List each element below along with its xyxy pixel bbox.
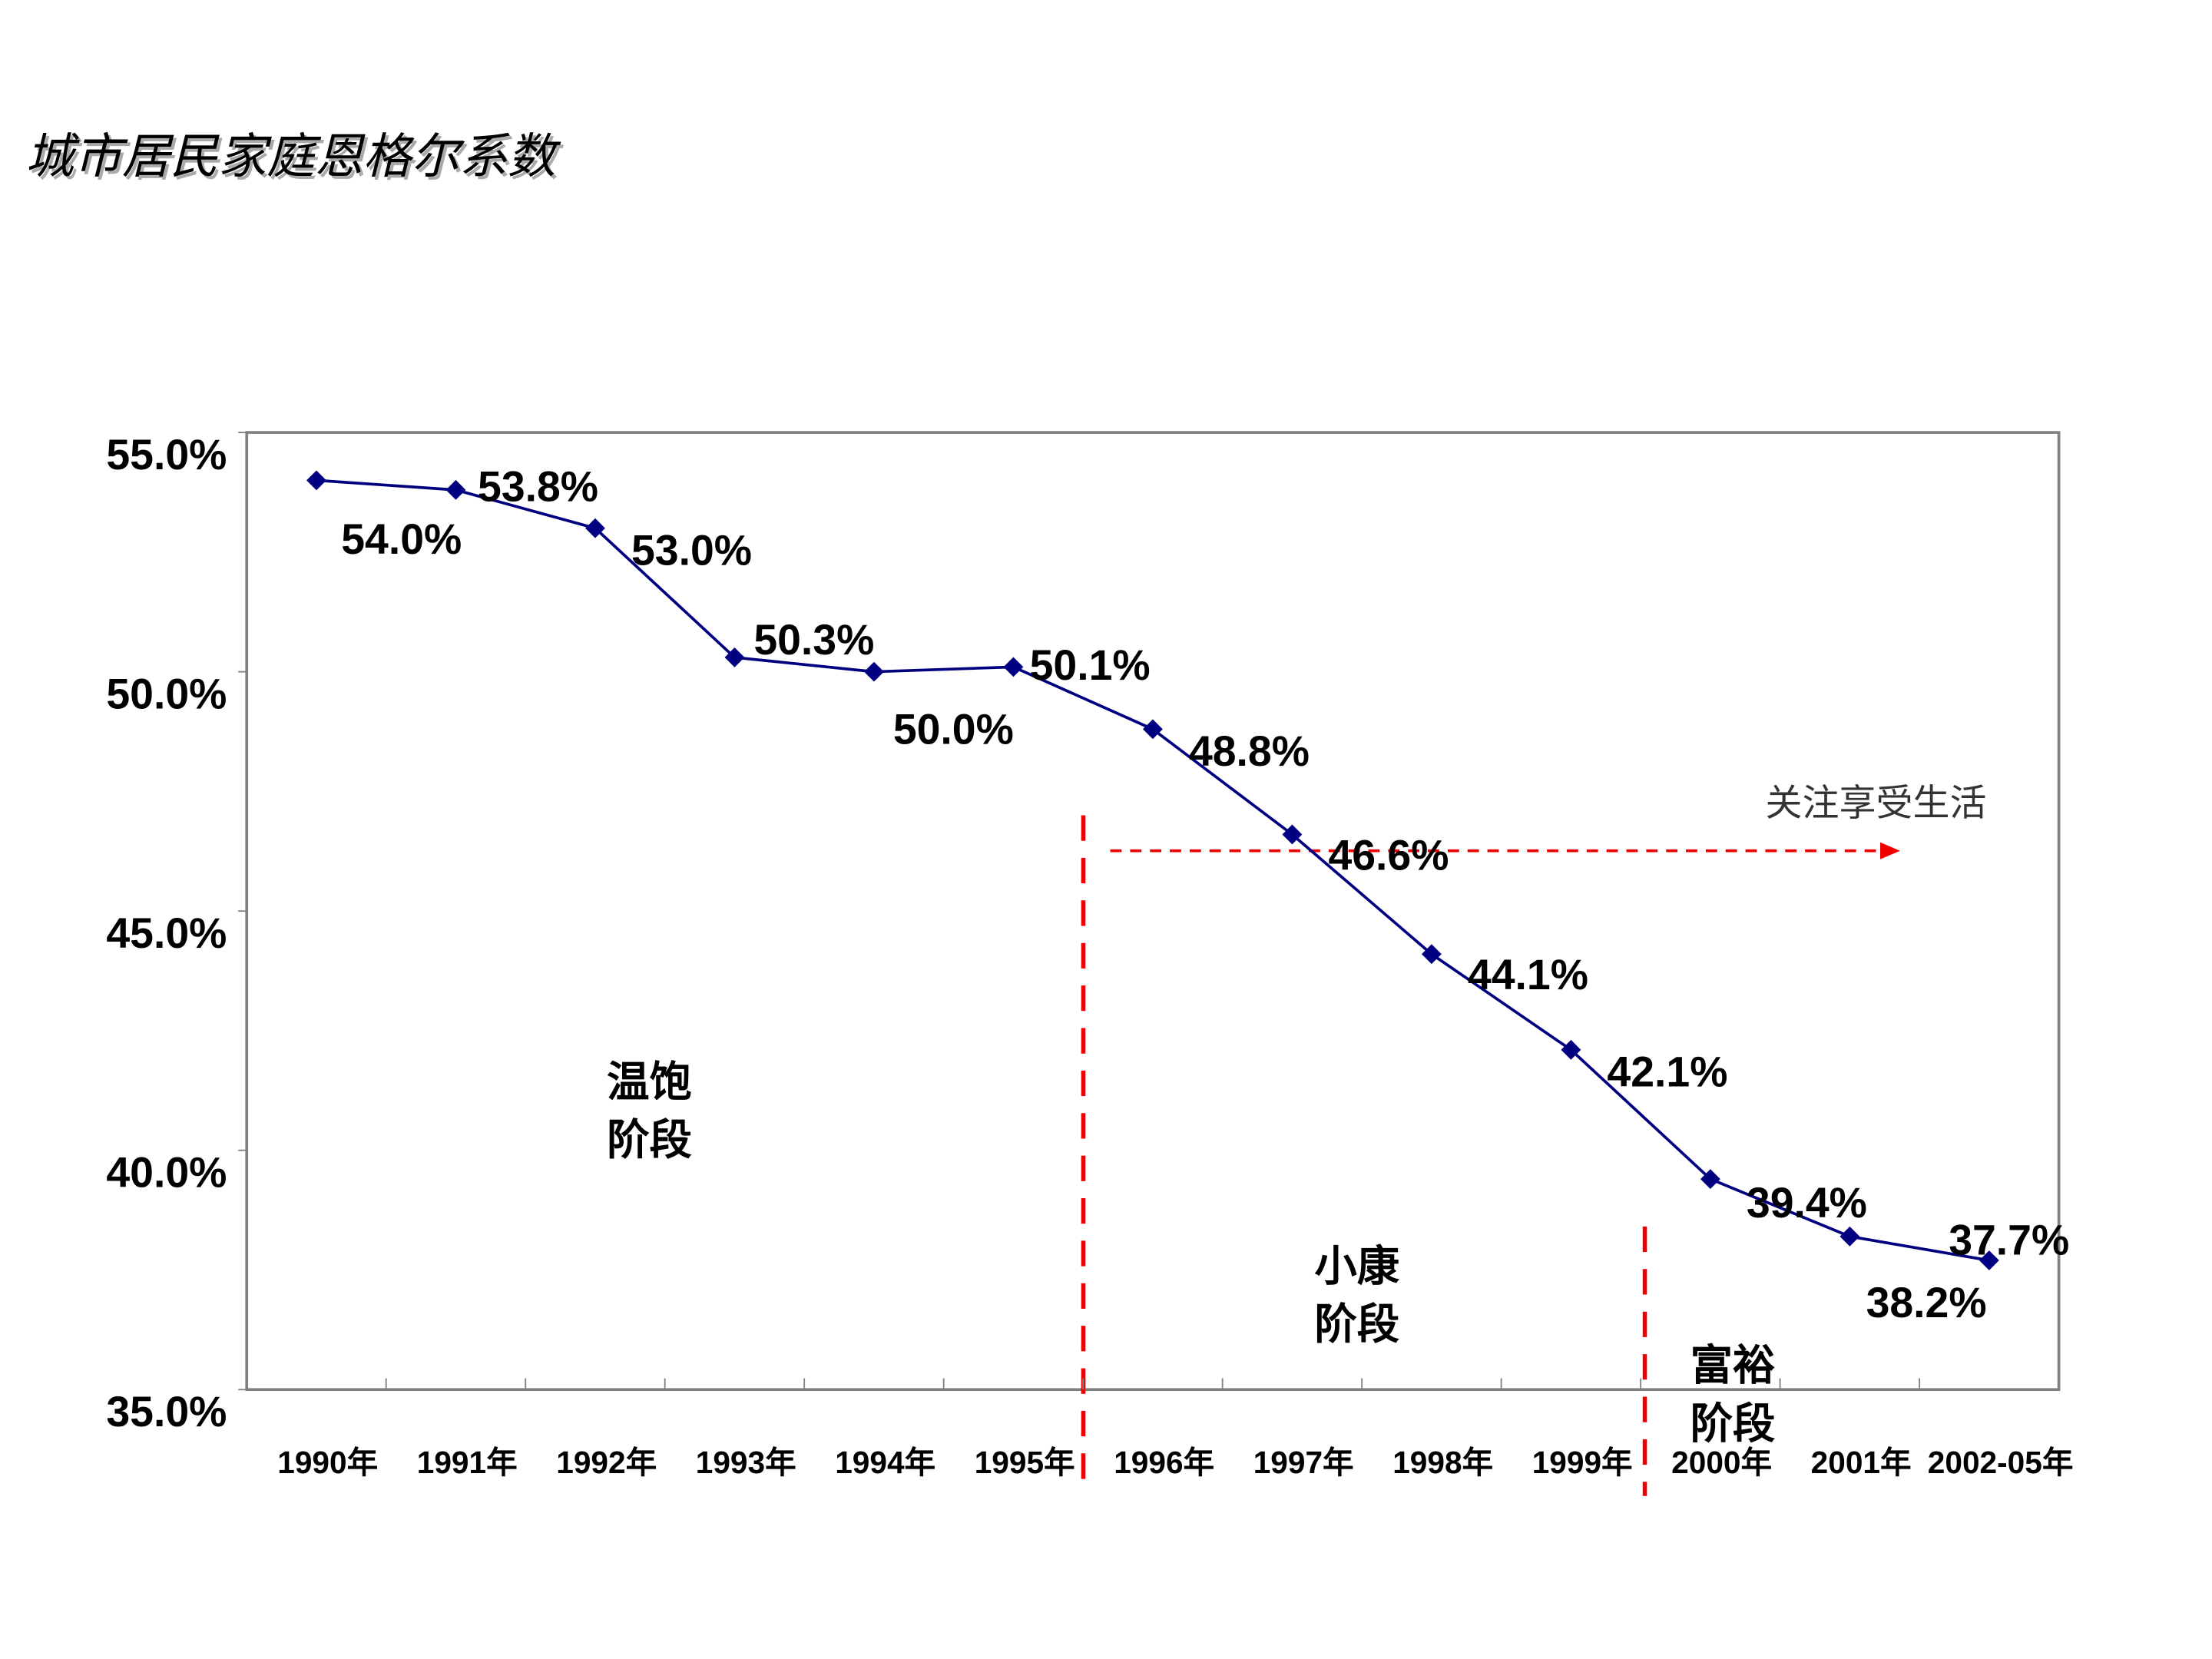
data-point xyxy=(1003,657,1024,677)
data-label: 50.1% xyxy=(1030,641,1151,689)
chart-title: 城市居民家庭恩格尔系数 xyxy=(25,130,561,184)
data-label: 50.3% xyxy=(753,616,874,664)
x-tick-label: 1992年 xyxy=(556,1445,657,1480)
y-tick-label: 55.0% xyxy=(106,431,227,478)
y-tick-label: 50.0% xyxy=(106,670,227,717)
data-point xyxy=(585,518,605,538)
data-label: 44.1% xyxy=(1468,951,1588,998)
stage-label: 富裕 xyxy=(1690,1342,1776,1391)
x-tick-label: 2001年 xyxy=(1811,1445,1912,1480)
x-tick-label: 2000年 xyxy=(1671,1445,1772,1480)
x-tick-label: 1993年 xyxy=(696,1445,796,1480)
x-tick-label: 1998年 xyxy=(1392,1445,1493,1480)
x-tick-label: 1995年 xyxy=(975,1445,1075,1480)
stage-label: 小康 xyxy=(1314,1242,1399,1291)
y-tick-label: 40.0% xyxy=(106,1149,227,1197)
series-line xyxy=(316,478,1990,1262)
x-tick-label: 1996年 xyxy=(1114,1445,1214,1480)
data-point xyxy=(1143,719,1163,740)
stage-label: 温饱 xyxy=(607,1058,692,1107)
x-tick-label: 1991年 xyxy=(417,1445,518,1480)
y-tick-label: 35.0% xyxy=(106,1388,227,1435)
data-label: 53.0% xyxy=(631,527,752,575)
y-tick-label: 45.0% xyxy=(106,909,227,957)
data-point xyxy=(1282,824,1303,845)
data-label: 38.2% xyxy=(1866,1279,1987,1326)
data-label: 39.4% xyxy=(1747,1179,1867,1227)
data-point xyxy=(1839,1226,1860,1247)
data-point xyxy=(1421,944,1442,965)
x-tick-label: 1999年 xyxy=(1532,1445,1633,1480)
x-tick-label: 2002-05年 xyxy=(1928,1445,2074,1480)
data-label: 37.7% xyxy=(1949,1216,2069,1263)
data-label: 46.6% xyxy=(1328,831,1449,879)
x-tick-label: 1997年 xyxy=(1253,1445,1354,1480)
stage-label: 阶段 xyxy=(1314,1300,1399,1349)
x-tick-label: 1994年 xyxy=(835,1445,935,1480)
x-tick-label: 1990年 xyxy=(277,1445,378,1480)
data-label: 50.0% xyxy=(893,706,1014,753)
data-point xyxy=(445,479,466,500)
data-point xyxy=(864,661,884,682)
stage-label: 阶段 xyxy=(1690,1399,1776,1449)
arrow-head xyxy=(1880,842,1900,859)
title-shadow: 城市居民家庭恩格尔系数 xyxy=(28,133,565,187)
data-label: 54.0% xyxy=(341,515,462,563)
data-point xyxy=(1561,1039,1581,1060)
data-label: 53.8% xyxy=(478,462,598,510)
data-label: 48.8% xyxy=(1189,727,1310,775)
stage-label: 阶段 xyxy=(607,1116,692,1165)
arrow-text: 关注享受生活 xyxy=(1765,782,1986,825)
data-label: 42.1% xyxy=(1607,1048,1727,1096)
plot-frame xyxy=(245,431,2061,1392)
data-point xyxy=(306,470,326,491)
